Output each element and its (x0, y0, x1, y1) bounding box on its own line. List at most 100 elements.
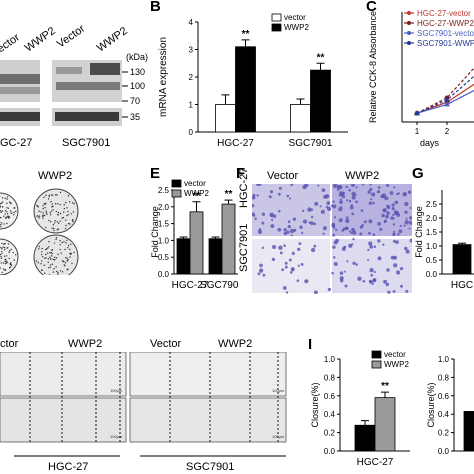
colony-dot (57, 273, 59, 275)
transwell-cell (345, 216, 349, 220)
transwell-cell (256, 184, 260, 186)
transwell-cell (323, 194, 327, 199)
colony-dot (57, 203, 59, 205)
transwell-cell (297, 264, 300, 267)
transwell-cell (342, 227, 346, 231)
colony-dot (57, 213, 59, 216)
colony-dot (58, 222, 60, 224)
y-tick-label: 0.4 (324, 410, 336, 419)
colony-dot (37, 215, 39, 217)
chart-g-transwell: Fold Change 0.0 0.5 1.0 1.5 2.0 2.5 HGC (414, 190, 474, 291)
transwell-cell (392, 290, 396, 293)
colony-dot (59, 248, 61, 251)
transwell-image-hgc27-vector (252, 184, 330, 236)
transwell-cell (332, 233, 336, 237)
transwell-cell (355, 200, 358, 204)
transwell-cell (340, 205, 343, 209)
transwell-cell (304, 184, 309, 188)
transwell-cell (386, 204, 390, 208)
y-tick-label: 0.6 (324, 392, 336, 401)
transwell-cell (369, 187, 373, 191)
transwell-cell (284, 265, 288, 269)
marker-70: 70 (130, 96, 140, 106)
category-label: HGC (451, 280, 473, 291)
colony-dot (53, 259, 56, 261)
transwell-cell (403, 192, 407, 196)
colony-dot (55, 237, 58, 239)
colony-dot (8, 216, 11, 218)
panel-label-c: C (366, 0, 377, 15)
colony-dot (67, 246, 69, 249)
colony-dot (4, 210, 7, 212)
colony-dot (59, 240, 61, 242)
transwell-cell (371, 192, 376, 197)
transwell-cell (348, 188, 351, 192)
legend-label-WWP2: WWP2 (284, 23, 309, 32)
colony-dot (50, 210, 53, 212)
transwell-cell (386, 211, 390, 215)
colony-dot (67, 210, 69, 213)
colony-dot (6, 196, 9, 198)
colony-dot (49, 221, 52, 223)
y-tick-label: 1.0 (158, 236, 170, 245)
y-tick-label: 0.0 (324, 447, 336, 456)
transwell-cell (320, 209, 325, 214)
transwell-cell (404, 220, 409, 225)
transwell-cell (319, 205, 322, 208)
colony-dot (0, 257, 3, 260)
y-axis-label: Fold Change (150, 206, 160, 258)
colony-dot (7, 243, 10, 245)
colony-dot (69, 248, 71, 251)
transwell-cell (370, 198, 373, 201)
transwell-cell (368, 219, 373, 224)
transwell-cell (296, 279, 300, 283)
transwell-cell (400, 284, 404, 288)
y-tick-label: 0.6 (438, 392, 450, 401)
colony-dot (1, 250, 3, 253)
bar-vector-0 (354, 424, 376, 452)
transwell-cell (313, 222, 317, 226)
colony-dot (73, 251, 75, 254)
colony-dot (55, 257, 58, 259)
panel-label-g: G (412, 165, 424, 182)
transwell-cell (362, 279, 366, 283)
transwell-cell (408, 227, 411, 230)
colony-dot (61, 260, 64, 262)
colony-dot (3, 246, 6, 249)
transwell-cell (355, 263, 359, 266)
lane-label-vector-left: ector (0, 31, 22, 55)
transwell-cell (343, 270, 346, 273)
legend-marker-SGC7901-vector (407, 31, 411, 35)
transwell-cell (379, 227, 383, 231)
colony-dot (48, 241, 50, 243)
transwell-cell (310, 247, 316, 253)
svg-text:100μm: 100μm (110, 434, 123, 439)
transwell-cell (407, 190, 412, 194)
colony-dot (38, 217, 40, 219)
transwell-cell (373, 270, 377, 274)
svg-text:100μm: 100μm (272, 388, 285, 393)
y-tick-label: 2.0 (158, 203, 170, 212)
transwell-cell (351, 195, 356, 200)
wound-col-wwp2-right: WWP2 (218, 338, 253, 350)
colony-dot (69, 253, 72, 256)
colony-dot (49, 266, 51, 268)
colony-dot (61, 217, 63, 219)
colony-dot (49, 258, 52, 260)
colony-dot (0, 223, 2, 226)
colony-dot (65, 224, 67, 227)
transwell-cell (332, 225, 336, 229)
transwell-cell (352, 230, 357, 235)
transwell-cell (372, 201, 375, 205)
transwell-cell (377, 222, 382, 226)
colony-dot (69, 256, 71, 258)
colony-dot (45, 257, 47, 259)
colony-dot (1, 222, 3, 224)
transwell-cell (301, 209, 305, 213)
colony-dot (1, 248, 3, 250)
colony-dot (52, 271, 55, 273)
marker-35: 35 (130, 112, 140, 122)
colony-dot (57, 211, 60, 214)
bar-WWP2-0 (189, 211, 204, 275)
y-tick-label: 4 (189, 18, 194, 27)
